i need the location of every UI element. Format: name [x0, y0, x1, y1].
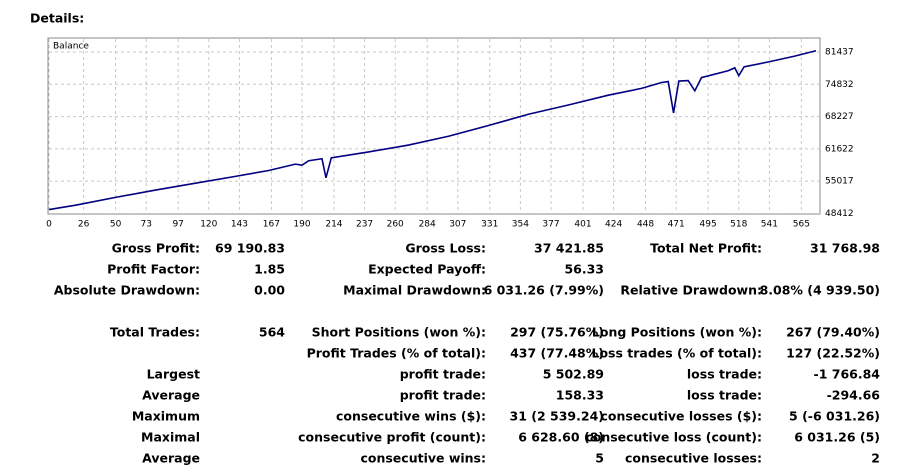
chart-title: Balance [53, 42, 89, 52]
stat-value: 56.33 [564, 262, 604, 277]
stat-value: 31 768.98 [810, 241, 880, 256]
stat-label: Long Positions (won %): [592, 325, 762, 340]
stat-value: 127 (22.52%) [786, 346, 880, 361]
stat-value: 6 628.60 (8) [518, 430, 604, 445]
x-tick-label: 167 [263, 220, 280, 230]
y-tick-label: 61622 [825, 144, 854, 154]
stat-value: 31 (2 539.24) [510, 409, 604, 424]
x-tick-label: 471 [668, 220, 685, 230]
stat-value: 69 190.83 [215, 241, 285, 256]
stat-label: consecutive losses ($): [600, 409, 762, 424]
stat-label: Gross Loss: [405, 241, 486, 256]
y-tick-label: 55017 [825, 177, 854, 187]
stat-label: profit trade: [400, 367, 486, 382]
stat-value: 564 [259, 325, 285, 340]
x-tick-label: 214 [325, 220, 342, 230]
stat-label: Profit Factor: [107, 262, 200, 277]
stat-label: consecutive losses: [625, 451, 762, 466]
stat-value: 297 (75.76%) [510, 325, 604, 340]
chart-frame [47, 37, 821, 215]
stat-value: 5 502.89 [543, 367, 604, 382]
stat-label: loss trade: [687, 388, 762, 403]
x-tick-label: 143 [231, 220, 248, 230]
stat-label: Gross Profit: [112, 241, 200, 256]
x-tick-label: 120 [200, 220, 217, 230]
stat-label: Total Net Profit: [650, 241, 762, 256]
y-tick-label: 81437 [825, 48, 854, 58]
x-tick-label: 331 [481, 220, 498, 230]
y-tick-label: 48412 [825, 209, 854, 219]
x-tick-label: 495 [700, 220, 717, 230]
stat-label: Short Positions (won %): [312, 325, 486, 340]
stat-label: consecutive loss (count): [585, 430, 762, 445]
stat-value: 37 421.85 [534, 241, 604, 256]
stat-label: Loss trades (% of total): [591, 346, 762, 361]
stat-value: 8.08% (4 939.50) [760, 283, 880, 298]
stat-value: -294.66 [827, 388, 881, 403]
balance-line [48, 49, 817, 211]
x-tick-label: 50 [110, 220, 122, 230]
stat-label: Largest [147, 367, 200, 382]
x-tick-label: 73 [140, 220, 151, 230]
stat-label: Average [142, 388, 200, 403]
stat-value: 6 031.26 (5) [794, 430, 880, 445]
stat-label: Expected Payoff: [368, 262, 486, 277]
stat-value: -1 766.84 [814, 367, 881, 382]
x-tick-label: 26 [78, 220, 90, 230]
stat-value: 267 (79.40%) [786, 325, 880, 340]
stat-label: consecutive profit (count): [298, 430, 486, 445]
x-tick-label: 565 [793, 220, 810, 230]
x-tick-label: 401 [574, 220, 591, 230]
stat-label: Absolute Drawdown: [54, 283, 200, 298]
stat-label: Profit Trades (% of total): [307, 346, 486, 361]
x-tick-label: 448 [637, 220, 654, 230]
stat-value: 5 (-6 031.26) [789, 409, 880, 424]
stat-value: 5 [595, 451, 604, 466]
stat-value: 6 031.26 (7.99%) [484, 283, 604, 298]
stat-label: loss trade: [687, 367, 762, 382]
x-tick-label: 307 [449, 220, 466, 230]
stat-value: 1.85 [254, 262, 285, 277]
heading: Details: [30, 11, 84, 26]
stat-value: 0.00 [254, 283, 285, 298]
stat-label: Maximal [141, 430, 200, 445]
x-tick-label: 260 [387, 220, 404, 230]
x-tick-label: 541 [761, 220, 778, 230]
y-tick-label: 74832 [825, 80, 854, 90]
stat-value: 158.33 [556, 388, 604, 403]
stat-label: consecutive wins: [360, 451, 486, 466]
stat-label: Total Trades: [110, 325, 200, 340]
x-tick-label: 518 [730, 220, 747, 230]
stat-value: 2 [871, 451, 880, 466]
x-tick-label: 354 [512, 220, 529, 230]
stat-label: Average [142, 451, 200, 466]
stat-label: consecutive wins ($): [336, 409, 486, 424]
x-tick-label: 190 [293, 220, 310, 230]
y-tick-label: 68227 [825, 112, 854, 122]
x-tick-label: 97 [172, 220, 183, 230]
x-tick-label: 284 [419, 220, 436, 230]
stat-label: Maximum [132, 409, 200, 424]
x-tick-label: 0 [46, 220, 52, 230]
x-tick-label: 377 [542, 220, 559, 230]
stat-label: Maximal Drawdown: [343, 283, 486, 298]
x-tick-label: 424 [605, 220, 622, 230]
stat-label: profit trade: [400, 388, 486, 403]
x-tick-label: 237 [356, 220, 373, 230]
stat-value: 437 (77.48%) [510, 346, 604, 361]
stat-label: Relative Drawdown: [620, 283, 762, 298]
